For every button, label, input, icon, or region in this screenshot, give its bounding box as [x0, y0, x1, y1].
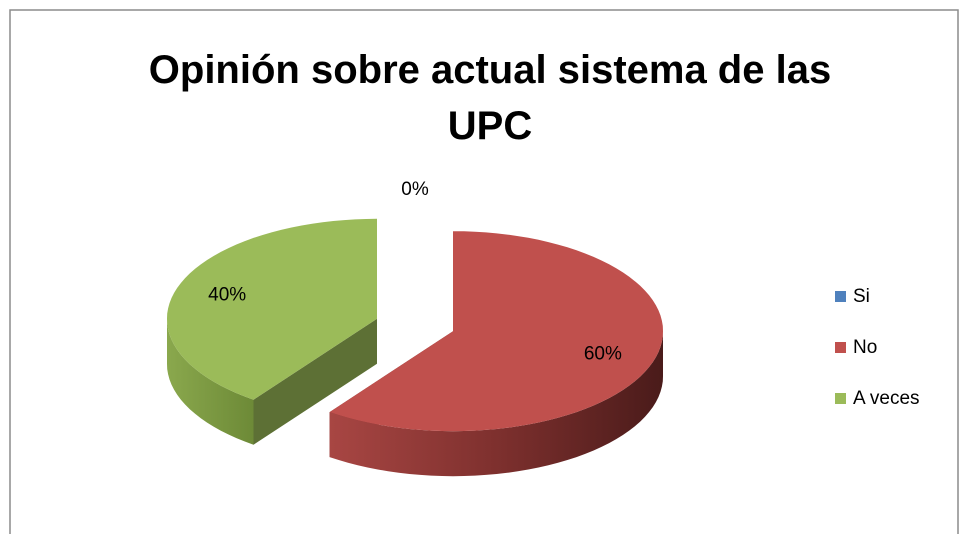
data-label: 0%	[401, 179, 429, 200]
legend-label: Si	[853, 286, 870, 307]
legend-label: A veces	[853, 388, 920, 409]
chart-border	[9, 9, 959, 534]
slice-side	[329, 331, 663, 477]
legend-swatch	[835, 393, 846, 404]
slice	[167, 218, 377, 400]
legend-swatch	[835, 342, 846, 353]
data-label: 40%	[208, 285, 246, 306]
data-label: 60%	[584, 343, 622, 364]
legend-swatch	[835, 291, 846, 302]
slice-side	[167, 318, 254, 445]
legend-label: No	[853, 337, 877, 358]
slice	[329, 231, 663, 432]
slice-side	[253, 318, 377, 445]
chart-title: Opinión sobre actual sistema de las UPC	[148, 48, 832, 148]
